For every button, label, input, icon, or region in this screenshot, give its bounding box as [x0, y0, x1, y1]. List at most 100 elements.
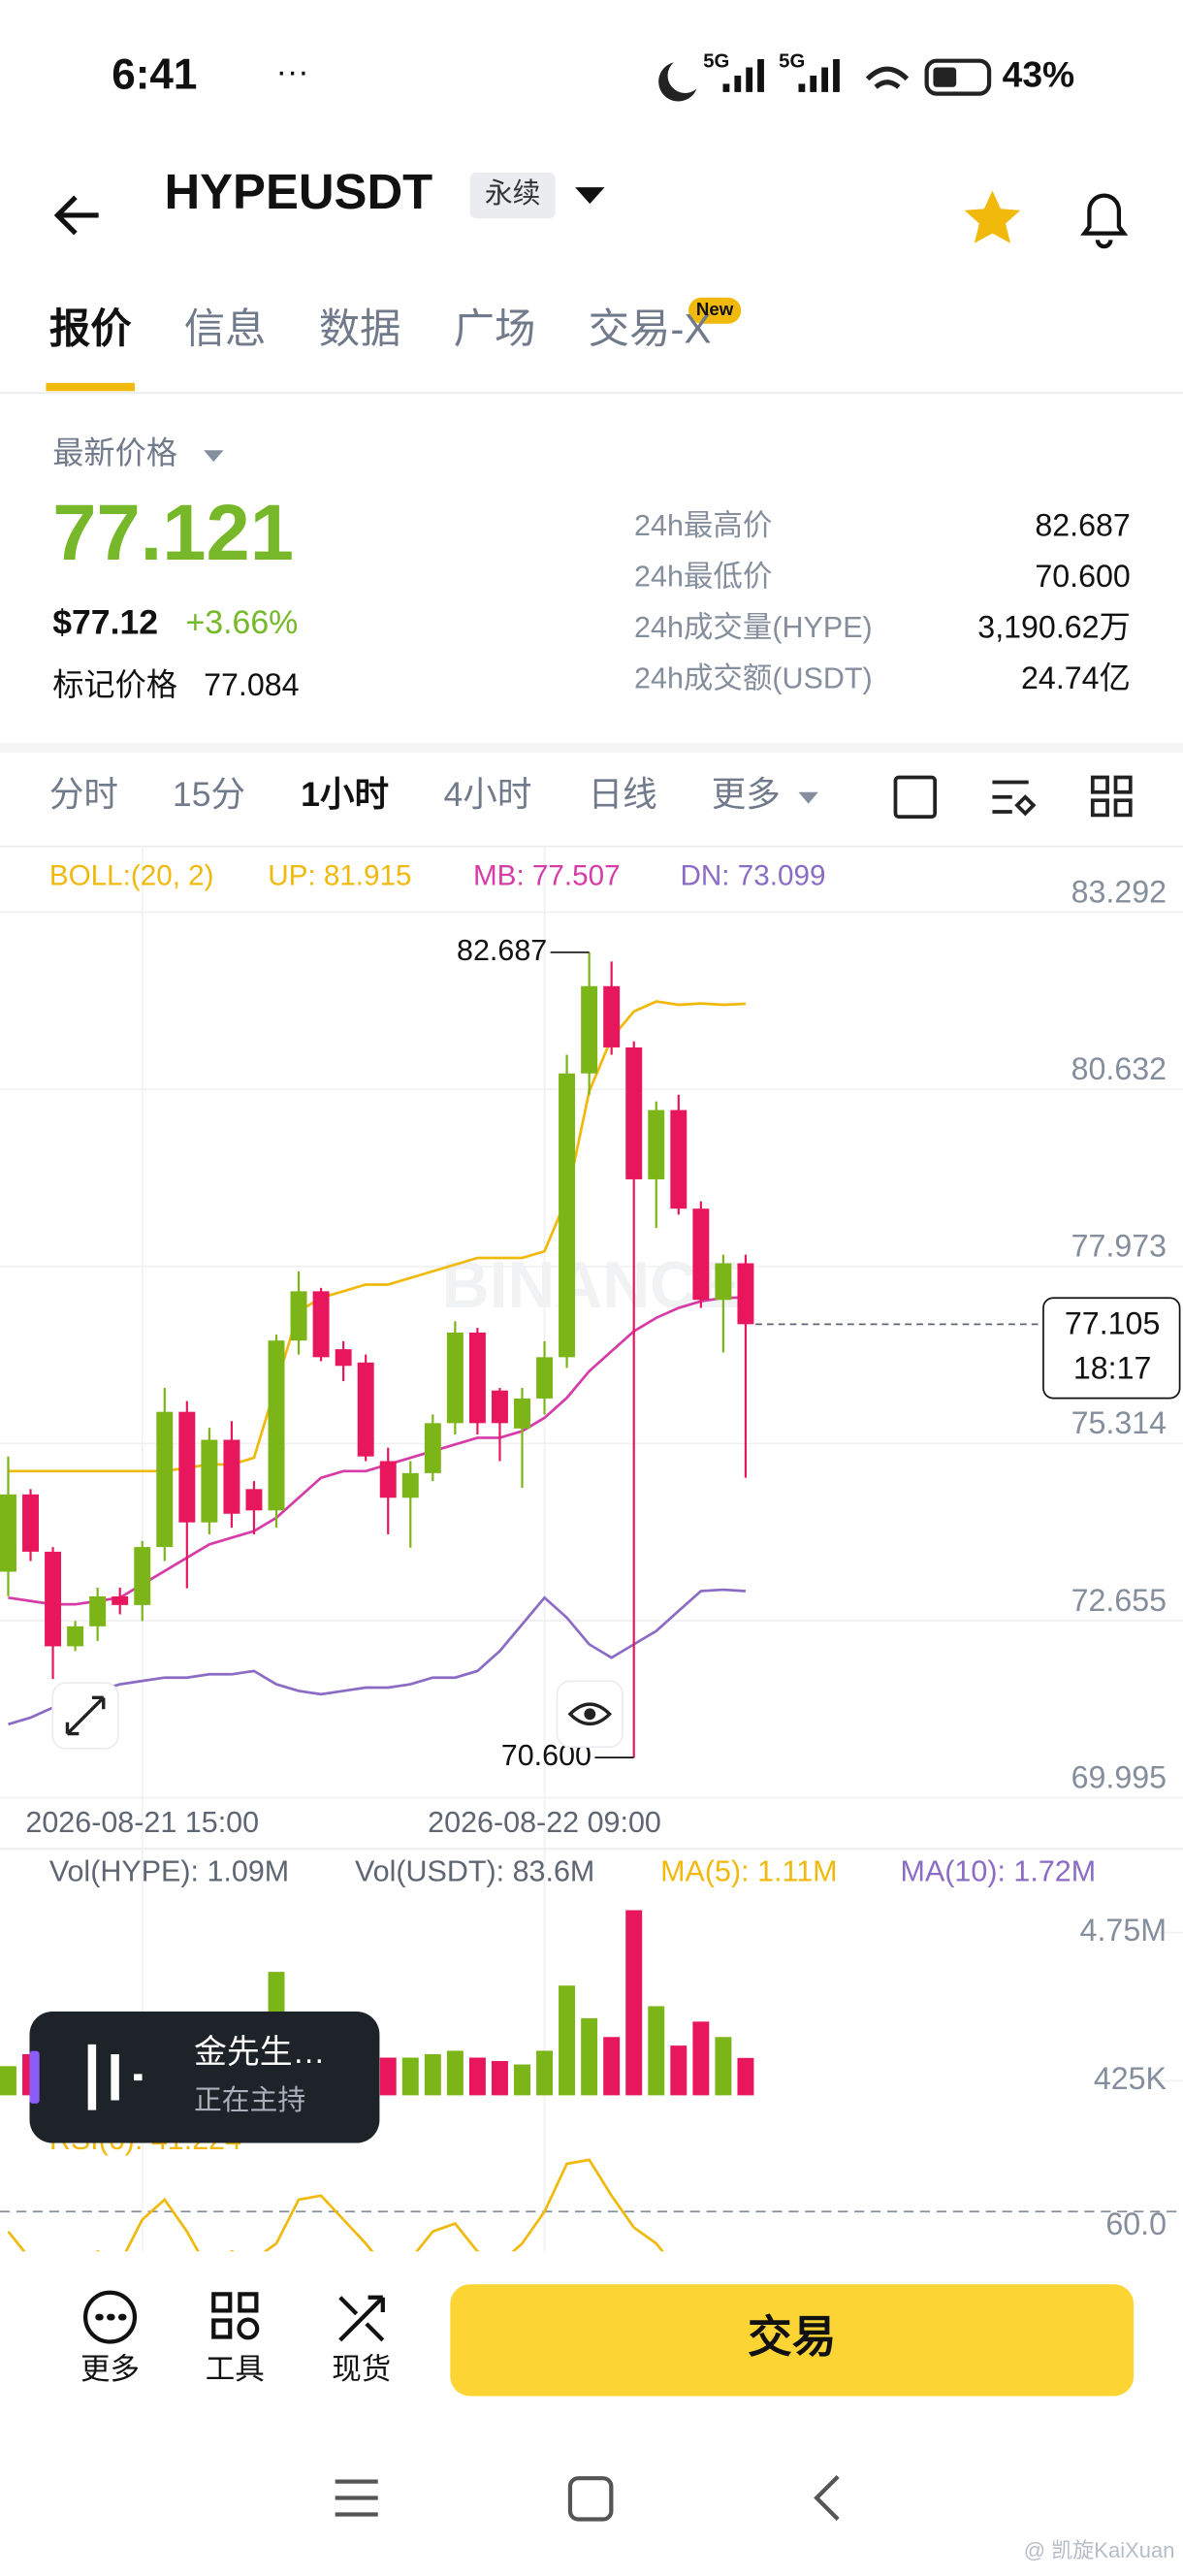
- candle-body: [648, 1110, 665, 1179]
- volume-bar: [559, 1985, 576, 2096]
- nav-home[interactable]: [567, 2476, 614, 2522]
- last-price: 77.121: [52, 489, 294, 577]
- layout-icon[interactable]: [1090, 775, 1133, 818]
- x-tick-label: 2026-08-21 15:00: [25, 1806, 259, 1839]
- legend-label: BOLL:(20, 2): [49, 860, 214, 892]
- bottom-item[interactable]: 工具: [206, 2353, 265, 2386]
- candle-body: [559, 1073, 576, 1358]
- favorite-star[interactable]: [964, 190, 1021, 243]
- candle-body: [290, 1291, 307, 1341]
- tab[interactable]: 报价: [49, 306, 132, 351]
- high-label: 82.687: [457, 934, 547, 967]
- chart-tool-icon[interactable]: [893, 775, 938, 819]
- countdown: 18:17: [1073, 1350, 1152, 1385]
- stat-label: 24h最低价: [634, 560, 772, 593]
- more-icon[interactable]: [82, 2290, 138, 2344]
- volume-bar: [424, 2053, 441, 2096]
- y-tick-label: 425K: [1094, 2061, 1167, 2096]
- timeframe[interactable]: 分时: [49, 775, 118, 814]
- volume-bar: [692, 2021, 710, 2096]
- candle-body: [45, 1551, 62, 1647]
- usd-price: $77.12: [52, 602, 158, 641]
- candle-body: [692, 1208, 710, 1301]
- live-popup[interactable]: [29, 2011, 380, 2143]
- more-dropdown[interactable]: [798, 791, 818, 804]
- tab[interactable]: 广场: [454, 306, 536, 351]
- candle-body: [67, 1626, 84, 1647]
- bottom-item[interactable]: 现货: [332, 2353, 391, 2386]
- y-tick-label: 4.75M: [1080, 1913, 1167, 1948]
- timeframe[interactable]: 4小时: [444, 775, 532, 814]
- tab[interactable]: 交易-X: [589, 306, 712, 351]
- price-dropdown[interactable]: [204, 450, 224, 463]
- rsi-line: [7, 2158, 665, 2252]
- boll-line: [8, 1296, 746, 1606]
- volume-bar: [401, 2057, 419, 2096]
- watermark: BINANCE: [442, 1249, 742, 1322]
- candle-body: [156, 1411, 174, 1548]
- spot-icon[interactable]: [338, 2295, 385, 2342]
- popup-subtitle: 正在主持: [194, 2085, 305, 2116]
- candle-body: [357, 1362, 374, 1457]
- nav-menu[interactable]: [335, 2479, 378, 2517]
- tab[interactable]: 信息: [184, 306, 267, 351]
- signal-bar: [833, 58, 840, 92]
- nav-back[interactable]: [814, 2474, 840, 2522]
- alert-bell[interactable]: [1080, 193, 1129, 249]
- timeframe[interactable]: 日线: [589, 775, 657, 814]
- y-tick-label: 75.314: [1071, 1405, 1167, 1440]
- candle-body: [245, 1489, 263, 1511]
- back-button[interactable]: [53, 195, 99, 236]
- stat-value: 24.74亿: [1021, 660, 1131, 695]
- bottom-layer: 更多 工具 现货 交易 @ 凯旋KaiXuan: [0, 2251, 1183, 2576]
- candle-body: [312, 1291, 330, 1358]
- clock: 6:41: [112, 50, 197, 98]
- symbol-dropdown[interactable]: [575, 187, 605, 205]
- candle-body: [223, 1439, 240, 1514]
- expand-icon: [65, 1695, 106, 1736]
- stat-value: 70.600: [1035, 559, 1130, 594]
- signal-bar: [746, 67, 753, 92]
- overlay-layer: 金先生… 正在主持: [29, 1680, 624, 2143]
- wifi-icon: [865, 66, 910, 89]
- timeframe[interactable]: 更多: [712, 775, 781, 814]
- tab[interactable]: 数据: [319, 306, 401, 351]
- volume-bar: [648, 2006, 665, 2096]
- indicator-icon[interactable]: [992, 780, 1037, 817]
- bottom-item[interactable]: 更多: [80, 2353, 140, 2386]
- volume-bar: [737, 2057, 754, 2096]
- volume-bar: [468, 2057, 486, 2096]
- battery-icon: [924, 58, 992, 96]
- candle-body: [491, 1390, 508, 1424]
- candle-body: [134, 1547, 151, 1605]
- popup-title: 金先生…: [194, 2034, 326, 2071]
- candle-body: [468, 1332, 486, 1424]
- candle-body: [737, 1263, 754, 1325]
- battery-level: 43%: [1003, 53, 1075, 94]
- volume-bar: [715, 2037, 732, 2096]
- stat-label: 24h成交额(USDT): [634, 662, 873, 695]
- tools-icon[interactable]: [211, 2292, 259, 2339]
- stat-value: 82.687: [1035, 507, 1130, 542]
- timeframe[interactable]: 1小时: [301, 775, 389, 814]
- y-tick-label: 80.632: [1071, 1051, 1167, 1086]
- volume-bar: [514, 2064, 530, 2096]
- legend-entry: MA(5): 1.11M: [660, 1855, 837, 1888]
- signal-bar: [821, 67, 828, 92]
- status-dots: ···: [276, 53, 309, 90]
- candle-body: [581, 985, 598, 1074]
- stat-value: 3,190.62万: [977, 609, 1130, 644]
- symbol: HYPEUSDT: [164, 164, 432, 219]
- candle-body: [603, 985, 621, 1047]
- timeframe[interactable]: 15分: [173, 775, 245, 814]
- chart-layer: BINANCE 69.995 72.655 75.314 77.973 80.632 83.…: [0, 846, 1183, 2252]
- y-tick-label: 60.0: [1105, 2206, 1167, 2241]
- volume-bar: [379, 2057, 397, 2096]
- signal-bar: [722, 83, 730, 92]
- candle-body: [514, 1398, 530, 1429]
- volume-bar: [0, 2066, 16, 2096]
- network-type: 5G: [703, 51, 729, 73]
- trade-button[interactable]: [450, 2284, 1135, 2397]
- candle-body: [268, 1340, 285, 1511]
